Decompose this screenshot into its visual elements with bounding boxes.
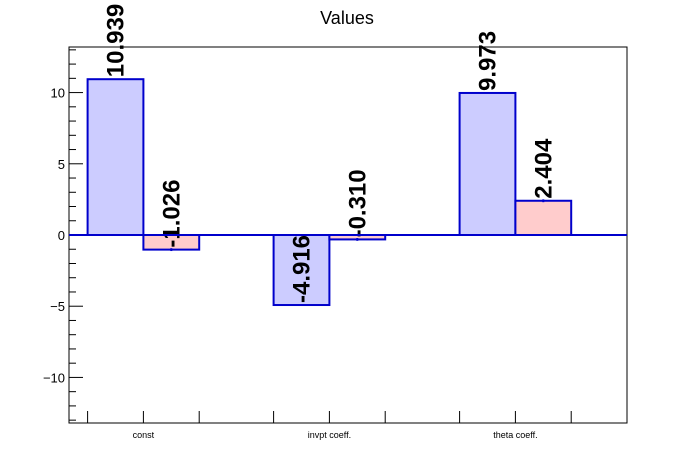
data-label: 2.404 <box>530 138 557 199</box>
data-label: 10.939 <box>103 4 130 77</box>
y-tick-label: 10 <box>51 86 65 101</box>
bar <box>86 78 145 236</box>
data-label: -4.916 <box>289 235 316 303</box>
bar <box>272 234 331 307</box>
x-tick-label: invpt coeff. <box>308 430 351 440</box>
x-tick-label: const <box>133 430 155 440</box>
y-tick-label: −10 <box>43 370 65 385</box>
data-label: -1.026 <box>158 180 185 248</box>
y-tick-label: −5 <box>50 299 65 314</box>
y-tick-label: 5 <box>58 157 65 172</box>
bar <box>514 199 573 237</box>
chart-title: Values <box>320 8 374 28</box>
data-label: 9.973 <box>475 31 502 91</box>
data-label: -0.310 <box>344 169 371 237</box>
plot-area: −10 −5 0 5 10 10.939 -4.916 9.973 -1.026 -0.310 2.… <box>43 4 628 440</box>
y-tick-label: 0 <box>58 228 65 243</box>
x-tick-label: theta coeff. <box>493 430 537 440</box>
bar <box>458 91 517 237</box>
